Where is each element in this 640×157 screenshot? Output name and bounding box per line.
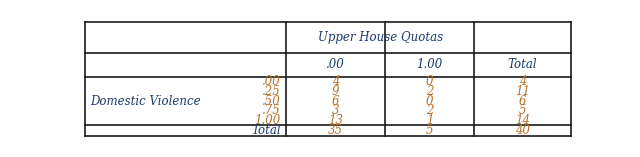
Text: 1.00: 1.00 [255, 114, 281, 127]
Text: 1.00: 1.00 [417, 58, 443, 71]
Text: 1: 1 [426, 114, 433, 127]
Text: .50: .50 [262, 95, 281, 108]
Text: 35: 35 [328, 124, 343, 137]
Text: 5: 5 [519, 104, 527, 117]
Text: .00: .00 [262, 75, 281, 88]
Text: 4: 4 [332, 75, 339, 88]
Text: Domestic Violence: Domestic Violence [90, 95, 200, 108]
Text: 11: 11 [515, 85, 530, 98]
Text: .00: .00 [326, 58, 345, 71]
Text: Upper House Quotas: Upper House Quotas [317, 31, 443, 44]
Text: 6: 6 [519, 95, 527, 108]
Text: .75: .75 [262, 104, 281, 117]
Text: 13: 13 [328, 114, 343, 127]
Text: Total: Total [252, 124, 281, 137]
Text: 5: 5 [426, 124, 433, 137]
Text: Total: Total [508, 58, 538, 71]
Text: 2: 2 [426, 104, 433, 117]
Text: 0: 0 [426, 75, 433, 88]
Text: 6: 6 [332, 95, 339, 108]
Text: 0: 0 [426, 95, 433, 108]
Text: 2: 2 [426, 85, 433, 98]
Text: 14: 14 [515, 114, 530, 127]
Text: 40: 40 [515, 124, 530, 137]
Text: .25: .25 [262, 85, 281, 98]
Text: 3: 3 [332, 104, 339, 117]
Text: 9: 9 [332, 85, 339, 98]
Text: 4: 4 [519, 75, 527, 88]
